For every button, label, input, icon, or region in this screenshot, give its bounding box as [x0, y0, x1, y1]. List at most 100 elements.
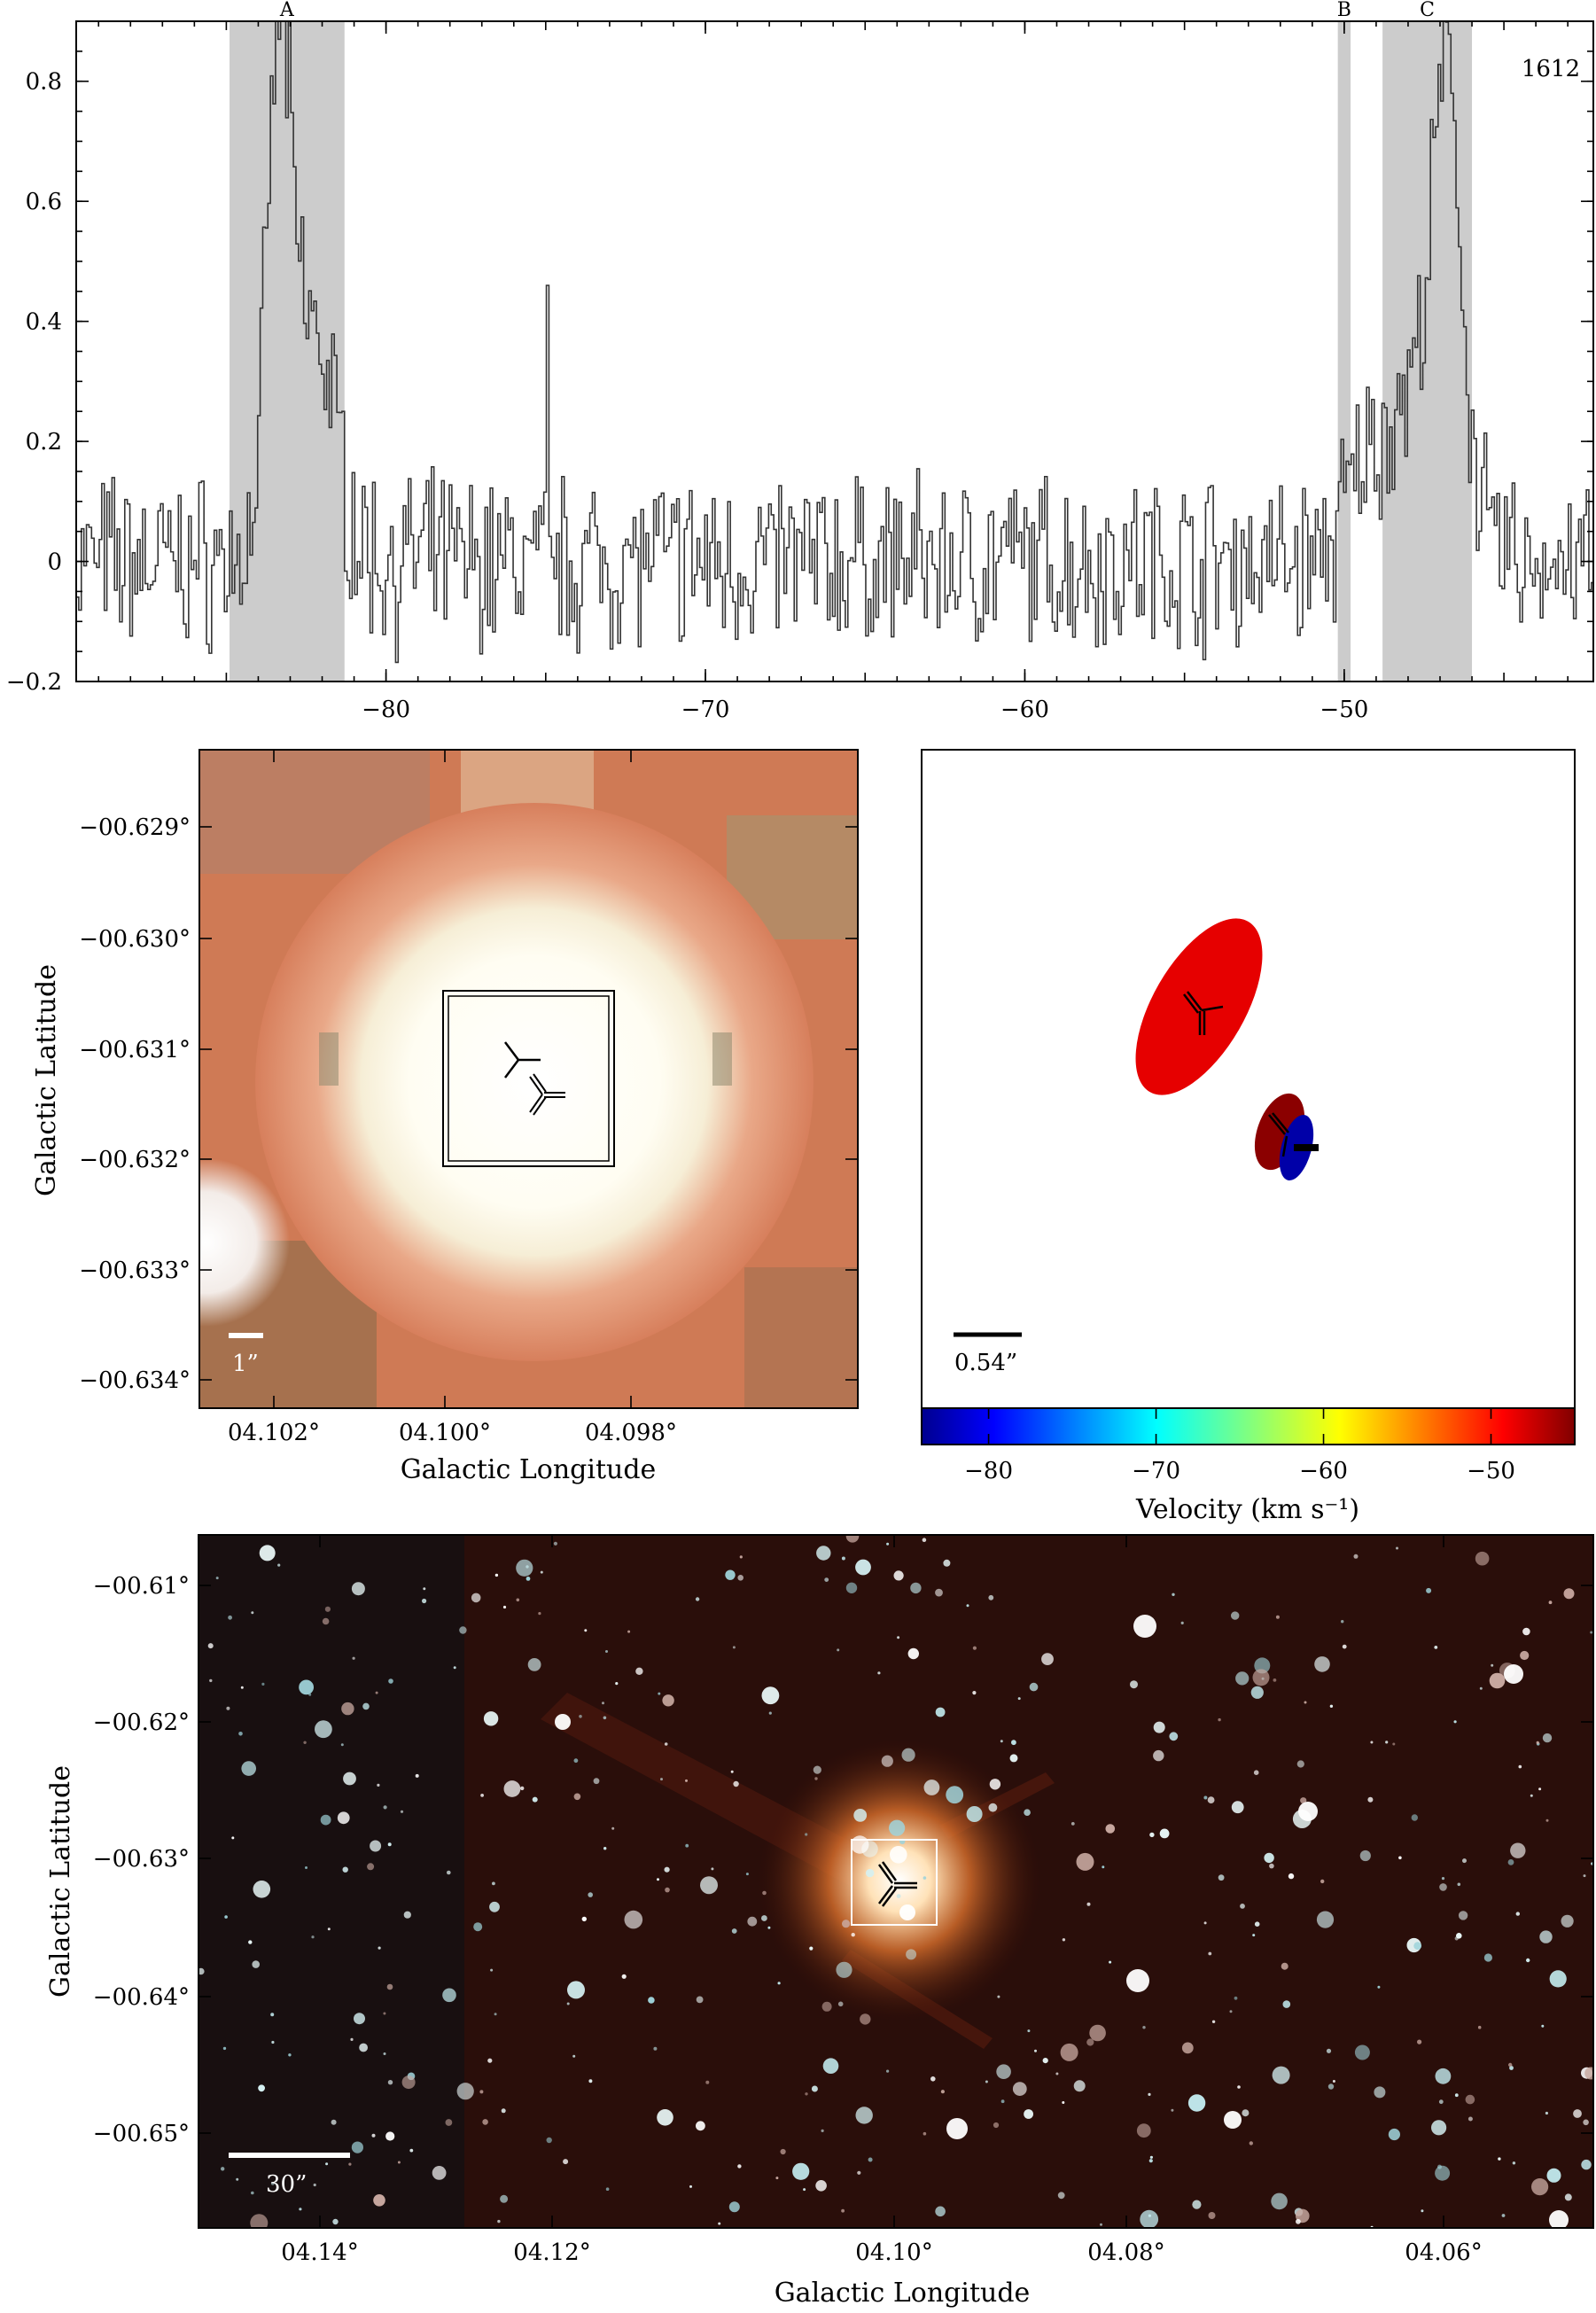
field-star	[532, 1796, 538, 1803]
field-star	[222, 2046, 227, 2051]
field-star	[252, 1960, 261, 1968]
field-star	[1510, 1842, 1526, 1858]
field-star	[733, 1780, 739, 1787]
field-star	[1435, 2165, 1451, 2181]
field-star	[1086, 1902, 1091, 1906]
field-star	[728, 2201, 740, 2213]
field-star	[837, 1648, 840, 1652]
field-star	[351, 2141, 363, 2153]
field-star	[352, 1656, 355, 1660]
field-star	[1024, 2109, 1033, 2119]
field-star	[1563, 1588, 1575, 1600]
field-star	[573, 1793, 581, 1801]
colorbar-tick-label: −70	[1132, 1458, 1180, 1484]
spectrum-y-tick-label: 0.4	[26, 309, 62, 336]
bright-star	[899, 1904, 915, 1920]
spot-map-scale-bar-label: 0.54”	[954, 1350, 1017, 1376]
field-star	[516, 1559, 533, 1577]
field-star	[762, 1890, 767, 1896]
field-star	[605, 2187, 610, 2191]
bright-star	[1224, 2111, 1242, 2129]
zoom-image-panel: 04.102° 04.100° 04.098° −00.629° −00.630° −00…	[31, 749, 859, 1485]
field-star	[821, 2001, 832, 2012]
field-star	[1520, 1650, 1530, 1661]
region-label-c: C	[1420, 0, 1435, 21]
field-star	[311, 1935, 315, 1939]
field-star	[1073, 2080, 1086, 2092]
spot-map-marker-a	[1183, 991, 1224, 1035]
spot-map-marker-c	[1294, 1144, 1319, 1151]
field-star	[627, 1630, 631, 1633]
field-star	[516, 1598, 520, 1602]
field-star	[588, 2079, 593, 2083]
field-star	[378, 1946, 381, 1950]
field-star	[377, 1783, 380, 1787]
field-star	[1508, 2062, 1513, 2068]
field-star	[1377, 1985, 1381, 1989]
field-star	[415, 1773, 419, 1778]
field-star	[1370, 1741, 1374, 1744]
field-star	[1509, 2066, 1514, 2070]
field-star	[503, 1780, 521, 1797]
field-star	[1211, 2020, 1216, 2023]
field-star	[1329, 1704, 1334, 1709]
field-star	[447, 1870, 451, 1875]
field-star	[1148, 2092, 1151, 2096]
field-star	[1435, 2068, 1452, 2084]
field-star	[1454, 2093, 1459, 2098]
field-star	[331, 2119, 337, 2125]
zoom-infrared-image	[199, 750, 858, 1408]
colorbar-tick-label: −50	[1467, 1458, 1515, 1484]
field-star	[397, 2161, 401, 2164]
field-star	[1187, 2094, 1206, 2112]
field-star	[386, 1983, 393, 1990]
field-star	[611, 1826, 615, 1830]
field-star	[305, 1866, 308, 1869]
field-star	[1029, 1682, 1039, 1692]
field-star	[1439, 1883, 1447, 1891]
spectrum-x-tick-label: −70	[681, 697, 730, 723]
field-star	[664, 1742, 668, 1746]
field-star	[553, 1541, 558, 1546]
field-star	[1434, 1646, 1438, 1649]
field-star	[325, 2162, 329, 2166]
field-star	[1208, 2212, 1216, 2219]
field-star	[1271, 2192, 1288, 2210]
field-star	[497, 2219, 501, 2223]
field-star	[1421, 2209, 1424, 2213]
field-star	[907, 1647, 920, 1660]
field-star	[320, 1814, 331, 1826]
field-star	[563, 2159, 569, 2165]
field-star	[540, 1570, 543, 1574]
field-star	[473, 1922, 483, 1932]
field-star	[370, 1840, 382, 1852]
field-star	[1181, 2042, 1194, 2054]
field-star	[241, 1761, 257, 1776]
maser-frequency-annotation: 1612	[1522, 56, 1580, 82]
field-star	[1477, 2025, 1482, 2029]
field-star	[403, 1911, 411, 1919]
field-star	[546, 2137, 552, 2144]
field-star	[526, 1577, 531, 1581]
field-star	[1218, 1717, 1221, 1722]
field-star	[739, 1555, 743, 1559]
field-star	[1316, 1911, 1335, 1928]
field-star	[1530, 1794, 1533, 1797]
field-star	[261, 1682, 265, 1686]
field-star	[814, 1777, 818, 1780]
field-star	[605, 1650, 608, 1653]
wide-y-tick-label: −00.65°	[93, 2121, 190, 2147]
field-star	[837, 2001, 844, 2007]
field-star	[1491, 1663, 1494, 1667]
field-star	[315, 1720, 332, 1739]
colorbar-tick-label: −80	[964, 1458, 1013, 1484]
field-star	[1281, 1962, 1288, 1970]
field-star	[853, 1808, 868, 1822]
field-star	[1229, 2010, 1233, 2013]
field-star	[1462, 1858, 1467, 1864]
field-star	[747, 1916, 758, 1927]
field-star	[1192, 2200, 1202, 2209]
field-star	[1590, 1631, 1593, 1634]
field-star	[1208, 1951, 1212, 1956]
maser-marker-a	[504, 1041, 541, 1079]
